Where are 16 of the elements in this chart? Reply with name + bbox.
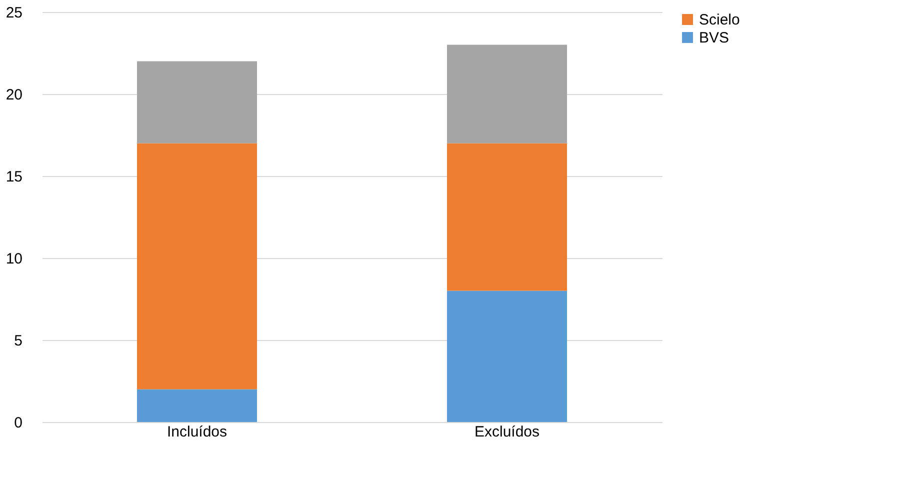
y-tick-label: 20 [6,86,22,104]
legend-label: Scielo [699,12,740,28]
y-tick-label: 10 [6,250,22,268]
y-tick-label: 5 [14,332,22,350]
y-tick-label: 15 [6,168,22,186]
legend-label: BVS [699,30,730,46]
bar [137,389,257,422]
bar [447,44,567,144]
bar [137,143,257,390]
bar [447,143,567,291]
y-tick-label: 0 [14,414,22,432]
x-tick-label: Excluídos [474,424,540,440]
y-tick-label: 25 [6,4,22,22]
bar [137,61,257,144]
x-tick-label: Incluídos [166,424,228,440]
bar [447,290,567,422]
